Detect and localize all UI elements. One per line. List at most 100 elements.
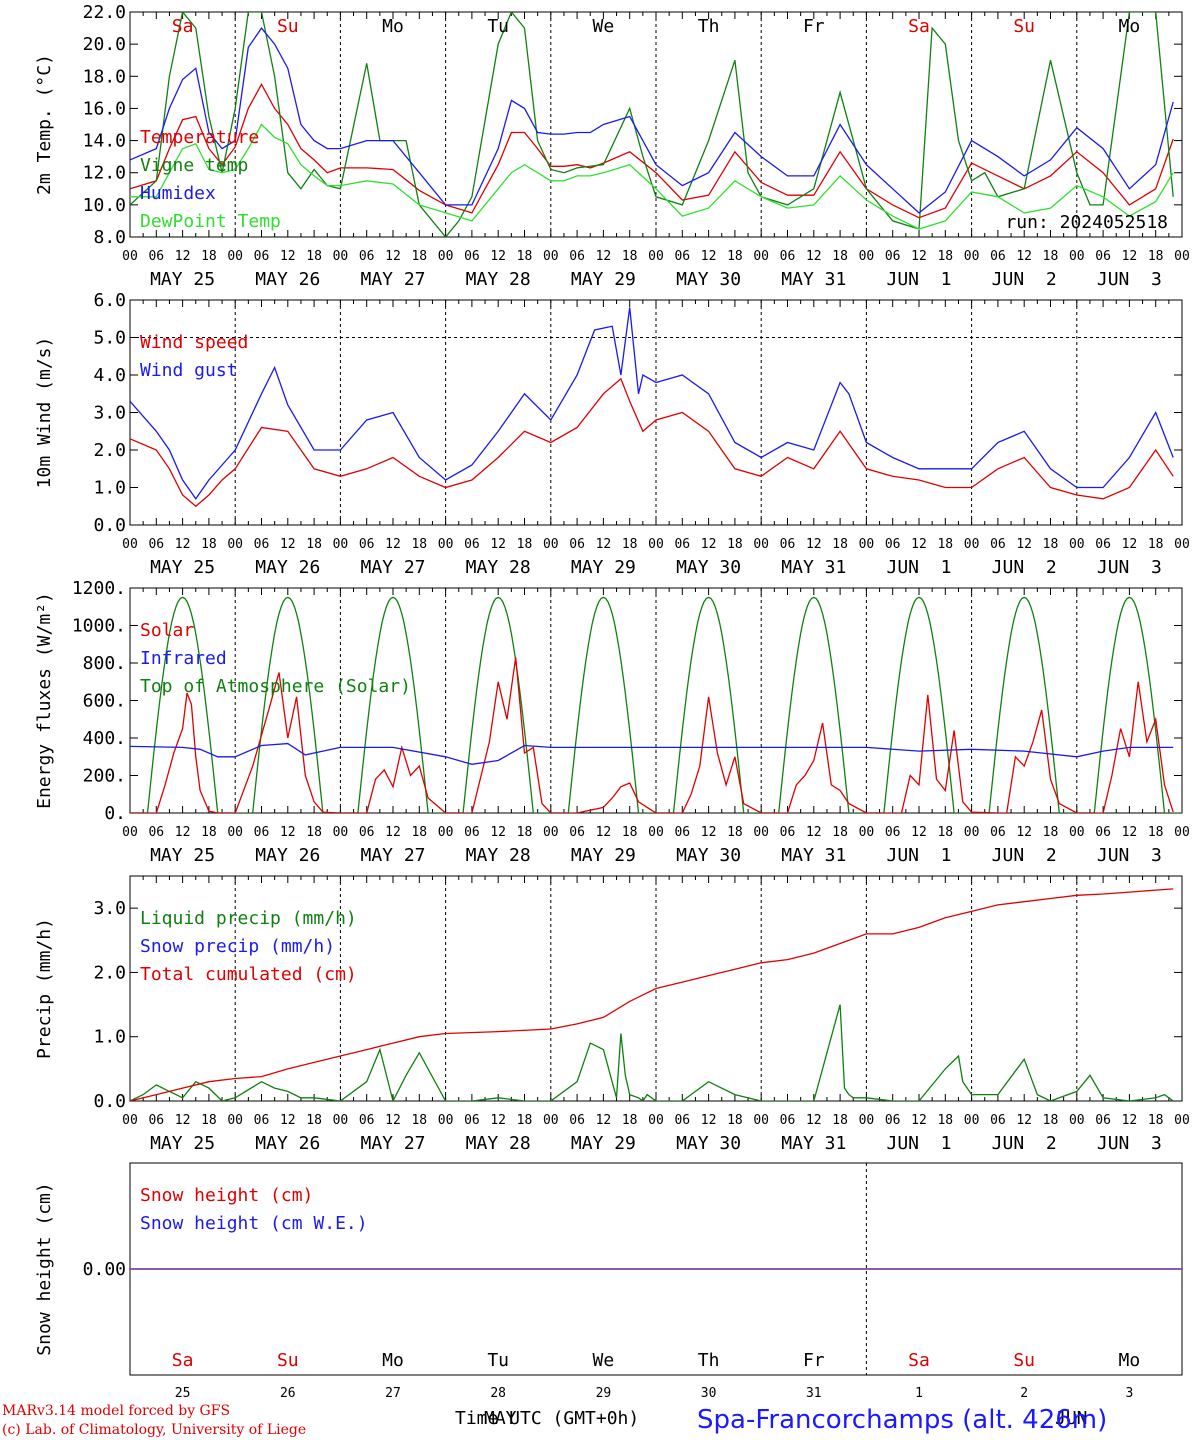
plot-area: [130, 596, 1182, 813]
hour-tick-label: 12: [385, 825, 401, 840]
hour-tick-label: 00: [859, 825, 875, 840]
y-tick-label: 0.0: [93, 515, 126, 536]
hour-tick-label: 06: [359, 249, 375, 264]
hour-tick-label: 12: [385, 537, 401, 552]
hour-tick-label: 12: [490, 537, 506, 552]
date-label: MAY 27: [360, 557, 425, 578]
hour-tick-label: 12: [1122, 825, 1138, 840]
y-axis-label: 10m Wind (m/s): [34, 337, 55, 489]
hour-tick-label: 06: [780, 1113, 796, 1128]
hour-tick-label: 12: [596, 537, 612, 552]
hour-tick-label: 12: [701, 249, 717, 264]
date-label: JUN 1: [886, 1133, 951, 1154]
hour-tick-label: 06: [148, 825, 164, 840]
day-abbr: Mo: [382, 16, 404, 37]
date-label: MAY 29: [571, 269, 636, 290]
hour-tick-label: 18: [517, 249, 533, 264]
hour-tick-label: 12: [385, 1113, 401, 1128]
day-abbr: We: [593, 1350, 615, 1371]
hour-tick-label: 12: [806, 825, 822, 840]
day-abbr: Tu: [487, 1350, 509, 1371]
hour-tick-label: 00: [964, 249, 980, 264]
hour-tick-label: 18: [517, 825, 533, 840]
hour-tick-label: 12: [701, 825, 717, 840]
hour-tick-label: 00: [1174, 1113, 1190, 1128]
y-tick-label: 0.00: [83, 1259, 126, 1280]
y-tick-label: 400.: [83, 728, 126, 749]
legend-item: DewPoint Temp: [140, 211, 281, 232]
hour-tick-label: 06: [148, 1113, 164, 1128]
hour-tick-label: 06: [885, 1113, 901, 1128]
hour-tick-label: 12: [490, 249, 506, 264]
hour-tick-label: 12: [490, 1113, 506, 1128]
series-toa-solar: [130, 596, 1182, 813]
y-tick-label: 18.0: [83, 66, 126, 87]
day-abbr: Fr: [803, 1350, 825, 1371]
day-number: 31: [806, 1386, 822, 1401]
hour-tick-label: 12: [1122, 537, 1138, 552]
y-tick-label: 3.0: [93, 898, 126, 919]
hour-tick-label: 12: [1016, 825, 1032, 840]
hour-tick-label: 06: [254, 537, 270, 552]
hour-tick-label: 06: [1095, 825, 1111, 840]
hour-tick-label: 12: [596, 825, 612, 840]
day-abbr: Mo: [382, 1350, 404, 1371]
hour-tick-label: 12: [175, 825, 191, 840]
legend-item: Humidex: [140, 183, 216, 204]
day-abbr: Mo: [1119, 16, 1141, 37]
y-tick-label: 3.0: [93, 403, 126, 424]
hour-tick-label: 06: [674, 825, 690, 840]
hour-tick-label: 06: [885, 537, 901, 552]
series-total-cumulated-cm-: [130, 888, 1174, 1101]
hour-tick-label: 06: [990, 1113, 1006, 1128]
y-tick-label: 4.0: [93, 365, 126, 386]
hour-tick-label: 06: [569, 249, 585, 264]
date-label: JUN 3: [1097, 269, 1162, 290]
date-label: MAY 30: [676, 269, 741, 290]
series-liquid-precip-mm-h-: [130, 1004, 1174, 1101]
legend-item: Solar: [140, 620, 194, 641]
hour-tick-label: 00: [122, 1113, 138, 1128]
hour-tick-label: 12: [911, 1113, 927, 1128]
hour-tick-label: 00: [1069, 825, 1085, 840]
plot-area: [130, 888, 1174, 1101]
day-number: 29: [596, 1386, 612, 1401]
date-label: MAY 25: [150, 269, 215, 290]
hour-tick-label: 12: [806, 1113, 822, 1128]
hour-tick-label: 18: [517, 1113, 533, 1128]
hour-tick-label: 06: [569, 537, 585, 552]
date-label: JUN 3: [1097, 1133, 1162, 1154]
day-number: 3: [1125, 1386, 1133, 1401]
hour-tick-label: 00: [753, 825, 769, 840]
hour-tick-label: 18: [1148, 1113, 1164, 1128]
hour-tick-label: 06: [885, 825, 901, 840]
y-tick-label: 1000.: [72, 616, 126, 637]
hour-tick-label: 00: [543, 249, 559, 264]
hour-tick-label: 18: [622, 1113, 638, 1128]
hour-tick-label: 18: [1148, 249, 1164, 264]
day-number: 25: [175, 1386, 191, 1401]
y-tick-label: 12.0: [83, 163, 126, 184]
footer: MARv3.14 model forced by GFS (c) Lab. of…: [2, 1403, 1107, 1438]
date-label: MAY 25: [150, 1133, 215, 1154]
panel-4: 0.0 1.0 2.0 3.0 Precip (mm/h) Liquid precip (…: [34, 875, 1190, 1154]
hour-tick-label: 18: [727, 825, 743, 840]
date-label: MAY 26: [255, 845, 320, 866]
hour-tick-label: 00: [648, 825, 664, 840]
hour-tick-label: 00: [1174, 537, 1190, 552]
hour-tick-label: 06: [990, 537, 1006, 552]
hour-tick-label: 12: [806, 249, 822, 264]
y-tick-label: 20.0: [83, 34, 126, 55]
legend-item: Wind gust: [140, 360, 238, 381]
plot-frame: [129, 587, 1183, 814]
day-number: 2: [1020, 1386, 1028, 1401]
date-label: JUN 2: [992, 557, 1057, 578]
date-label: MAY 31: [781, 1133, 846, 1154]
lab-credit: (c) Lab. of Climatology, University of L…: [2, 1422, 306, 1438]
date-label: MAY 31: [781, 269, 846, 290]
hour-tick-label: 18: [1043, 537, 1059, 552]
date-label: JUN 1: [886, 269, 951, 290]
plot-area: [130, 12, 1174, 237]
hour-tick-label: 18: [306, 537, 322, 552]
